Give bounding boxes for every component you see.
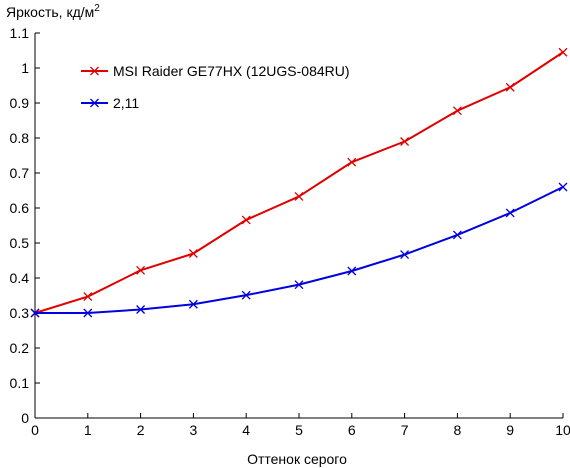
x-axis-title: Оттенок серого [247,451,347,467]
series-1-point [558,47,568,57]
legend-label: MSI Raider GE77HX (12UGS-084RU) [113,63,350,79]
series-2-point [136,305,146,314]
series-2-point [30,308,40,318]
legend-item-1: MSI Raider GE77HX (12UGS-084RU) [81,63,350,79]
series-1-point [188,249,198,258]
series-1-point [505,82,515,92]
x-tick-label: 2 [137,422,145,438]
series-2-point [347,266,357,276]
x-tick-label: 5 [295,422,303,438]
series-2-point [400,250,410,260]
series-2-point [294,280,304,290]
y-tick-label: 0.8 [10,130,30,146]
series-1-line [34,51,564,314]
x-tick-label: 9 [506,422,514,438]
series-1-point [136,265,146,275]
y-tick-label: 0.9 [10,95,30,111]
x-tick-label: 1 [84,422,92,438]
series-2 [30,182,568,318]
series-layer [30,47,568,318]
y-tick-label: 0.1 [10,375,30,391]
legend: MSI Raider GE77HX (12UGS-084RU) 2,11 [81,63,350,111]
y-tick-label: 1 [21,60,29,76]
series-1 [30,47,568,318]
series-1-point [83,292,93,302]
y-tick-label: 0 [21,410,29,426]
series-2-point [452,230,462,240]
legend-marker [90,66,99,76]
x-tick-label: 6 [348,422,356,438]
y-tick-label: 0.7 [10,165,30,181]
x-tick-label: 7 [401,422,409,438]
series-2-point [558,182,568,192]
series-1-point [400,137,410,146]
x-tick-label: 0 [31,422,39,438]
x-tick-label: 8 [454,422,462,438]
series-2-point [83,308,93,318]
series-1-point [347,157,357,167]
series-2-point [188,299,198,309]
series-2-line [35,186,564,314]
x-tick-label: 4 [242,422,250,438]
legend-marker [90,98,99,108]
y-tick-label: 0.3 [10,305,30,321]
x-tick-label: 3 [190,422,198,438]
series-1-point [452,106,462,116]
y-axis-ticks: 0 0.1 0.2 0.3 0.4 0.5 0.6 0.7 0.8 0.9 1 1.1 [10,25,40,426]
y-axis-title-superscript: 2 [94,3,100,14]
y-tick-label: 0.4 [10,270,30,286]
x-tick-label: 10 [555,422,570,438]
y-tick-label: 0.6 [10,200,30,216]
y-tick-label: 0.5 [10,235,30,251]
series-1-point [241,215,251,225]
legend-item-2: 2,11 [81,95,139,111]
series-2-point [505,208,515,218]
y-tick-label: 0.2 [10,340,30,356]
legend-label: 2,11 [113,95,139,111]
x-axis-ticks: 0 1 2 3 4 5 6 7 8 9 10 [31,413,570,438]
y-tick-label: 1.1 [10,25,30,41]
y-axis-title: Яркость, кд/м2 [6,3,100,20]
series-2-point [241,290,251,300]
series-1-point [294,191,304,201]
